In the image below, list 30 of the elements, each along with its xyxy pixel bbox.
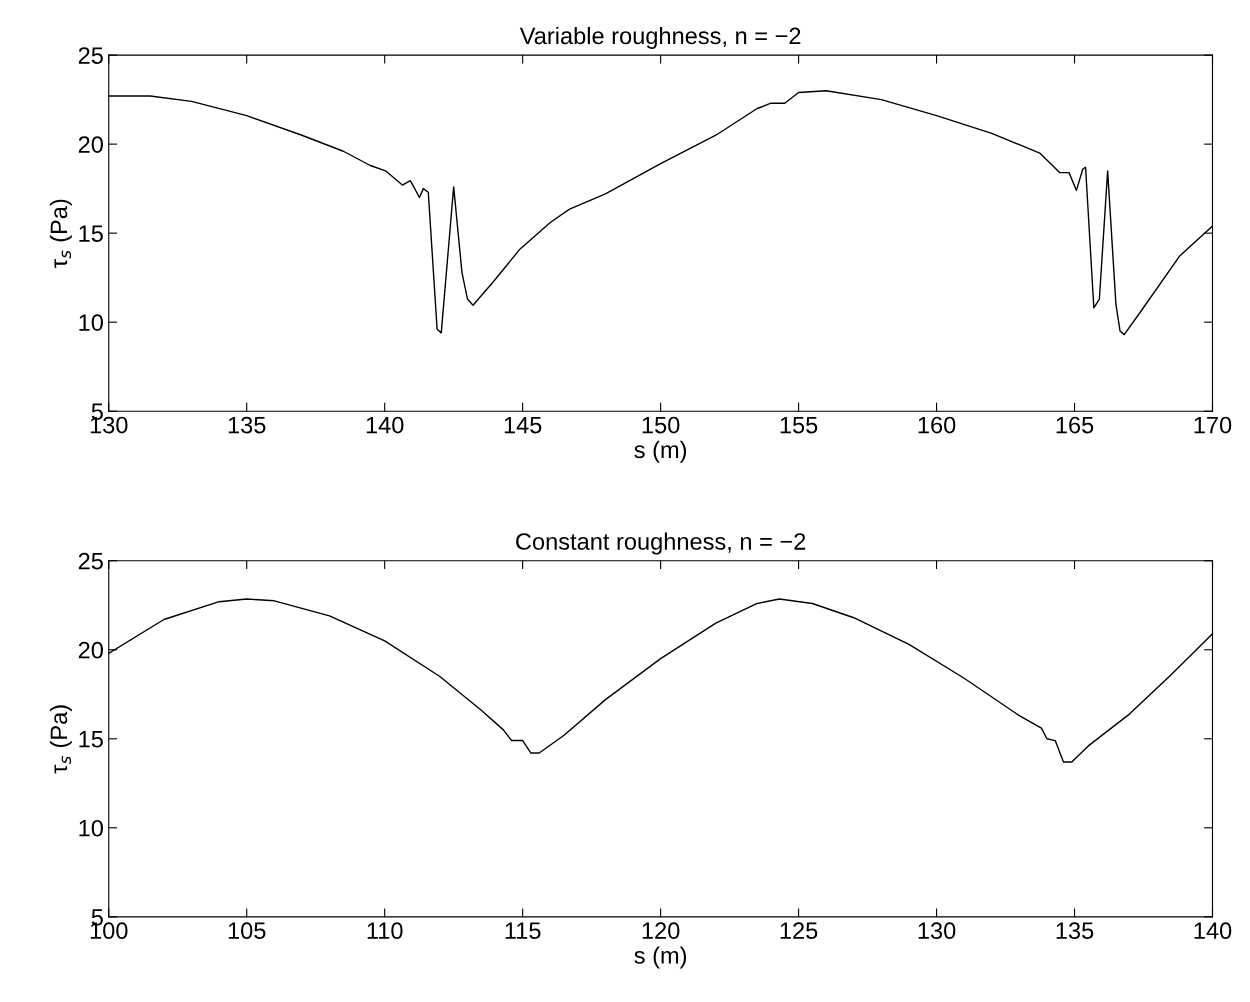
x-tick-label: 135 bbox=[1056, 922, 1094, 940]
x-tick-label: 140 bbox=[1194, 922, 1232, 940]
y-axis-title: τ$_{s}$ (Pa) bbox=[49, 705, 72, 774]
x-tick-label: 135 bbox=[228, 416, 266, 434]
x-tick-label: 125 bbox=[780, 922, 818, 940]
y-tick-label: 20 bbox=[78, 136, 103, 153]
x-tick-label: 105 bbox=[228, 922, 266, 940]
y-tick-label: 10 bbox=[79, 314, 103, 331]
x-tick-label: 140 bbox=[366, 416, 404, 434]
x-axis-title: s (m) bbox=[634, 440, 687, 463]
x-tick-label: 115 bbox=[505, 922, 541, 940]
x-tick-label: 145 bbox=[504, 416, 542, 434]
y-axis-title: τ$_{s}$ (Pa) bbox=[49, 199, 72, 268]
y-tick-label: 15 bbox=[79, 731, 103, 748]
x-tick-label: 130 bbox=[918, 922, 956, 940]
x-tick-label: 110 bbox=[367, 922, 403, 940]
x-tick-label: 165 bbox=[1056, 416, 1094, 434]
chart-title: Constant roughness, n = −2 bbox=[516, 532, 806, 555]
y-tick-label: 15 bbox=[79, 225, 103, 242]
y-tick-label: 10 bbox=[79, 819, 103, 837]
x-tick-label: 155 bbox=[780, 416, 818, 434]
x-tick-label: 160 bbox=[918, 416, 956, 434]
y-tick-label: 25 bbox=[78, 552, 103, 570]
x-tick-label: 120 bbox=[642, 922, 680, 940]
y-tick-label: 25 bbox=[78, 47, 103, 64]
chart-title: Variable roughness, n = −2 bbox=[519, 26, 801, 49]
x-tick-label: 150 bbox=[642, 416, 680, 434]
y-tick-label: 20 bbox=[78, 641, 103, 659]
x-axis-title: s (m) bbox=[634, 946, 687, 969]
x-tick-label: 170 bbox=[1194, 416, 1232, 434]
